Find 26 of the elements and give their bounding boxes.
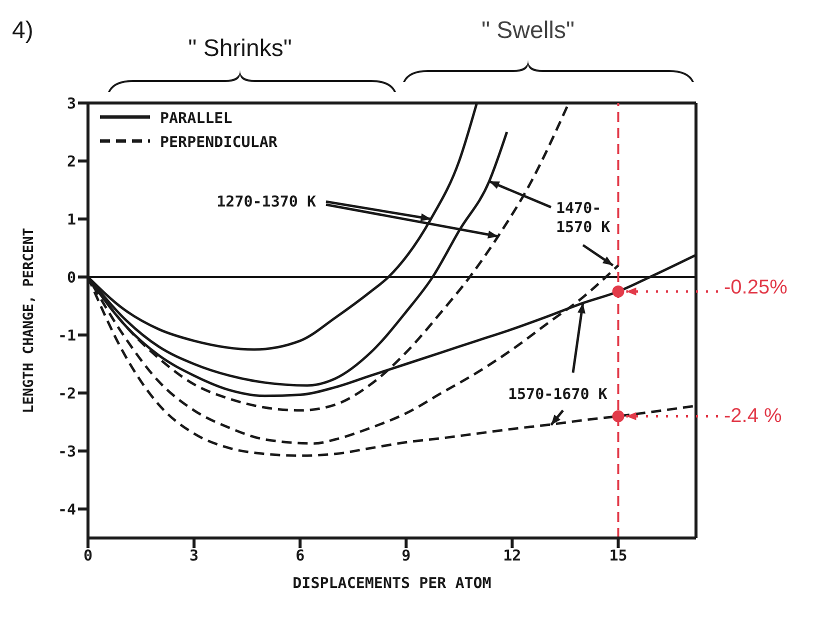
y-tick-label: -2: [58, 384, 76, 402]
y-axis-title: LENGTH CHANGE, PERCENT: [20, 228, 37, 414]
x-tick-label: 6: [296, 546, 305, 565]
y-tick-label: -3: [58, 442, 76, 460]
text: " Swells": [481, 17, 575, 44]
x-tick-label: 9: [402, 546, 411, 565]
y-tick-label: -4: [58, 500, 76, 518]
annotation: 1470-1570 K: [556, 199, 610, 236]
annotation: 1270-1370 K: [216, 192, 316, 211]
annotation: 1570-1670 K: [508, 384, 608, 403]
y-tick-label: 3: [66, 94, 76, 112]
x-tick-label: 3: [190, 546, 199, 565]
y-tick-label: 2: [66, 152, 76, 170]
annotation: -2.4 %: [724, 405, 782, 428]
x-tick-label: 0: [83, 546, 93, 565]
x-tick-label: 12: [503, 546, 522, 565]
x-axis-title: DISPLACEMENTS PER ATOM: [292, 574, 492, 592]
annotation: -0.25%: [724, 276, 788, 298]
x-tick-label: 15: [609, 546, 628, 565]
y-tick-label: -1: [58, 326, 76, 344]
y-tick-label: 0: [66, 268, 76, 286]
text: 4): [12, 17, 34, 44]
y-tick-label: 1: [66, 210, 76, 228]
text: " Shrinks": [188, 35, 292, 62]
legend-label: PERPENDICULAR: [160, 133, 278, 151]
legend-label: PARALLEL: [160, 109, 232, 127]
